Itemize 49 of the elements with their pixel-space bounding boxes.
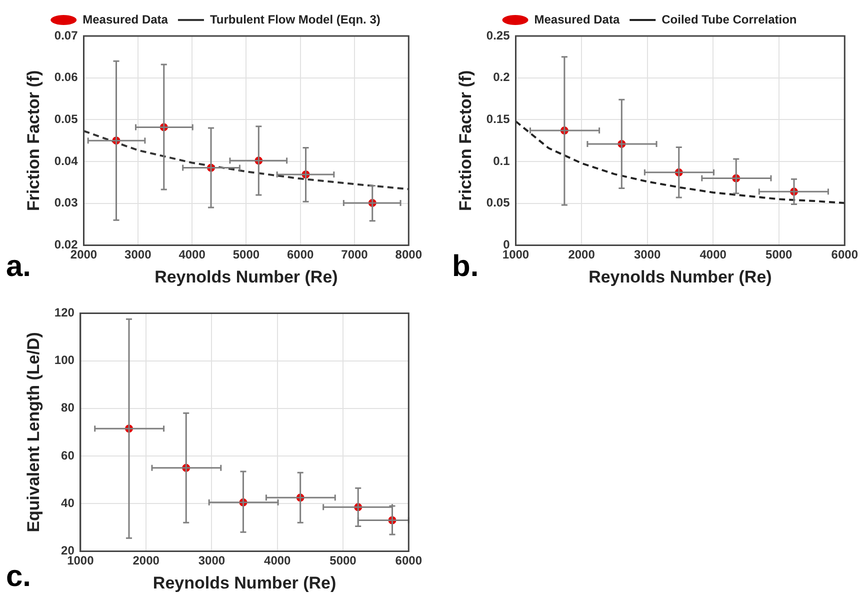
text: c. — [6, 560, 32, 594]
x-tick-label: 5000 — [766, 248, 793, 262]
y-tick-label: 40 — [61, 496, 75, 510]
x-tick-label: 1000 — [502, 248, 530, 262]
x-tick-label: 3000 — [634, 248, 661, 262]
legend-label: Turbulent Flow Model (Eqn. 3) — [210, 12, 380, 26]
y-tick-label: 100 — [54, 353, 75, 368]
x-tick-label: 4000 — [700, 248, 727, 262]
x-tick-label: 3000 — [124, 248, 152, 262]
y-axis-title: Friction Factor (f) — [24, 70, 43, 211]
text: a. — [6, 250, 32, 284]
x-tick-label: 2000 — [132, 554, 160, 568]
y-tick-label: 0.05 — [54, 112, 78, 126]
y-tick-label: 0.03 — [54, 196, 78, 210]
y-tick-label: 0.06 — [54, 70, 78, 84]
legend-label: Measured Data — [534, 12, 620, 26]
legend-label: Coiled Tube Correlation — [662, 12, 797, 26]
legend-label: Measured Data — [82, 12, 168, 26]
y-tick-label: 80 — [61, 400, 75, 415]
x-tick-label: 4000 — [178, 248, 206, 262]
y-tick-label: 120 — [54, 306, 75, 320]
y-tick-label: 0.15 — [486, 112, 510, 126]
y-tick-label: 0.1 — [493, 154, 510, 168]
x-tick-label: 1000 — [67, 554, 94, 568]
text: b. — [452, 250, 479, 284]
x-tick-label: 3000 — [198, 554, 226, 568]
x-tick-label: 5000 — [232, 248, 260, 262]
y-tick-label: 0.07 — [54, 28, 78, 42]
x-tick-label: 6000 — [395, 554, 422, 568]
x-tick-label: 6000 — [287, 248, 314, 262]
y-tick-label: 0.05 — [486, 196, 510, 210]
y-axis-title: Equivalent Length (Le/D) — [24, 332, 43, 532]
x-tick-label: 2000 — [568, 248, 596, 262]
y-tick-label: 0.2 — [493, 70, 510, 84]
line-series — [516, 120, 845, 204]
x-tick-label: 5000 — [330, 554, 357, 568]
x-tick-label: 7000 — [341, 248, 368, 262]
y-tick-label: 0.04 — [54, 154, 78, 168]
x-tick-label: 2000 — [70, 248, 98, 262]
line-series — [84, 130, 409, 190]
x-tick-label: 6000 — [831, 248, 858, 262]
y-axis-title: Friction Factor (f) — [456, 70, 475, 211]
x-axis-title: Reynolds Number (Re) — [154, 267, 338, 286]
x-axis-title: Reynolds Number (Re) — [152, 573, 336, 592]
y-tick-label: 0.25 — [486, 28, 510, 42]
x-axis-title: Reynolds Number (Re) — [588, 267, 772, 286]
x-tick-label: 4000 — [264, 554, 292, 568]
y-tick-label: 60 — [61, 448, 75, 462]
x-tick-label: 8000 — [395, 248, 422, 262]
